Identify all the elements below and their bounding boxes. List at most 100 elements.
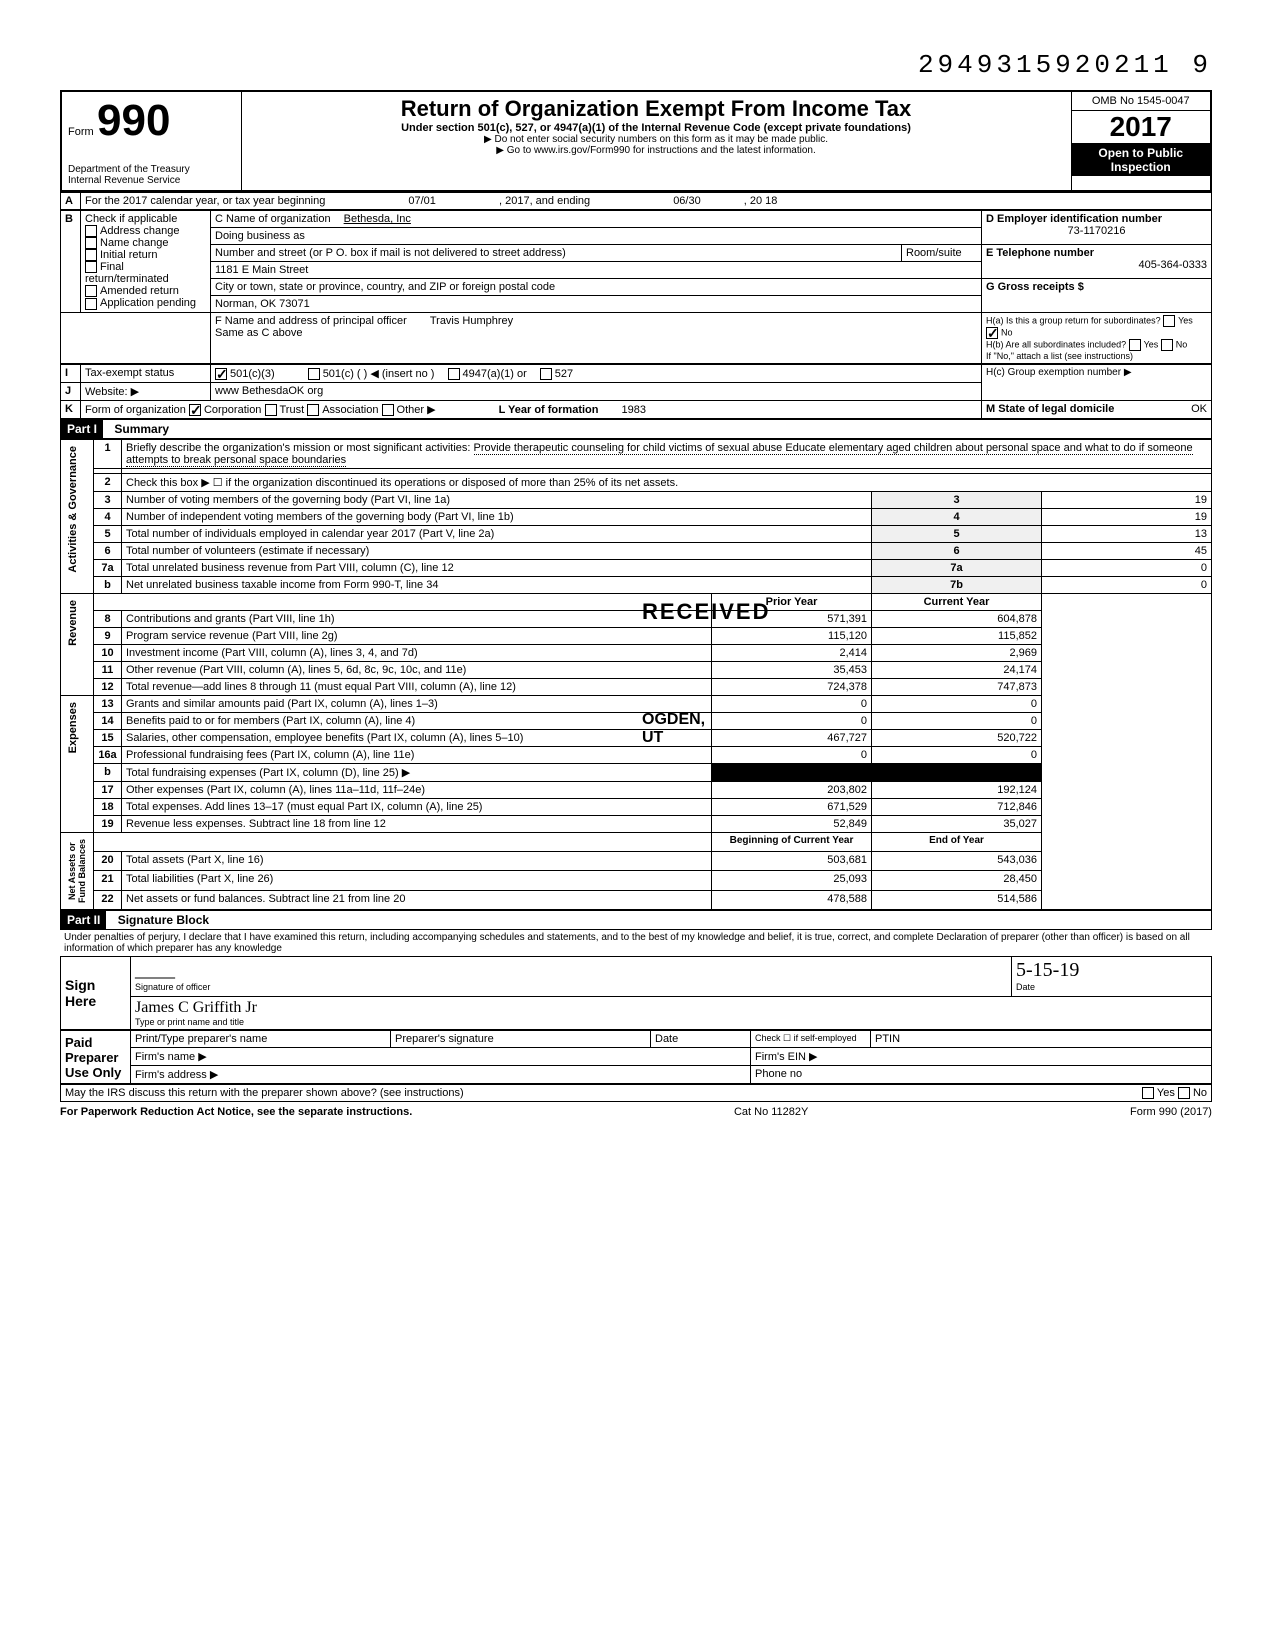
addr-change-checkbox[interactable] xyxy=(85,225,97,237)
line13-current: 0 xyxy=(872,696,1042,713)
discuss-row: May the IRS discuss this return with the… xyxy=(60,1084,1212,1102)
line15-prior: 467,727 xyxy=(712,730,872,747)
line4-label: Number of independent voting members of … xyxy=(122,509,872,526)
state-value: OK xyxy=(1191,403,1207,415)
end-year-header: End of Year xyxy=(872,833,1042,851)
ha-yes[interactable] xyxy=(1163,315,1175,327)
line6-val: 45 xyxy=(1042,543,1212,560)
line5-label: Total number of individuals employed in … xyxy=(122,526,872,543)
line15-current: 520,722 xyxy=(872,730,1042,747)
ha-label: H(a) Is this a group return for subordin… xyxy=(986,315,1161,325)
501c-checkbox[interactable] xyxy=(308,368,320,380)
signature-table: Sign Here ____ Signature of officer 5-15… xyxy=(60,956,1212,1030)
current-year-header: Current Year xyxy=(872,594,1042,611)
line18-label: Total expenses. Add lines 13–17 (must eq… xyxy=(122,799,712,816)
open-public-inspection: Open to Public Inspection xyxy=(1072,144,1211,176)
street-label: Number and street (or P O. box if mail i… xyxy=(215,247,566,259)
line7b-ref: 7b xyxy=(872,577,1042,594)
corp-label: Corporation xyxy=(204,404,261,416)
line7b-label: Net unrelated business taxable income fr… xyxy=(122,577,872,594)
line3-val: 19 xyxy=(1042,492,1212,509)
line17-label: Other expenses (Part IX, column (A), lin… xyxy=(122,782,712,799)
527-checkbox[interactable] xyxy=(540,368,552,380)
paid-preparer-table: Paid Preparer Use Only Print/Type prepar… xyxy=(60,1030,1212,1084)
initial-return-checkbox[interactable] xyxy=(85,249,97,261)
line13-label: Grants and similar amounts paid (Part IX… xyxy=(122,696,712,713)
hb-no[interactable] xyxy=(1161,339,1173,351)
line10-prior: 2,414 xyxy=(712,645,872,662)
line5-ref: 5 xyxy=(872,526,1042,543)
line16a-label: Professional fundraising fees (Part IX, … xyxy=(122,747,712,764)
other-label: Other ▶ xyxy=(397,404,436,416)
signature-date: 5-15-19 xyxy=(1016,959,1207,982)
4947-checkbox[interactable] xyxy=(448,368,460,380)
line20-begin: 503,681 xyxy=(712,851,872,871)
line22-label: Net assets or fund balances. Subtract li… xyxy=(122,890,712,910)
line3-label: Number of voting members of the governin… xyxy=(122,492,872,509)
line-a-label: For the 2017 calendar year, or tax year … xyxy=(85,195,325,207)
line16b-prior-shaded xyxy=(712,764,872,782)
officer-label: F Name and address of principal officer xyxy=(215,315,407,327)
line10-current: 2,969 xyxy=(872,645,1042,662)
501c-label: 501(c) ( xyxy=(323,368,361,380)
line21-begin: 25,093 xyxy=(712,871,872,891)
footer-row: For Paperwork Reduction Act Notice, see … xyxy=(60,1106,1212,1118)
501c3-checkbox[interactable] xyxy=(215,368,227,380)
hb-yes[interactable] xyxy=(1129,339,1141,351)
assoc-checkbox[interactable] xyxy=(307,404,319,416)
line3-ref: 3 xyxy=(872,492,1042,509)
line11-prior: 35,453 xyxy=(712,662,872,679)
line19-current: 35,027 xyxy=(872,816,1042,833)
line16a-prior: 0 xyxy=(712,747,872,764)
street-value: 1181 E Main Street xyxy=(215,264,308,276)
form-ref: Form 990 (2017) xyxy=(1130,1106,1212,1118)
form-note1: ▶ Do not enter social security numbers o… xyxy=(248,134,1065,145)
part1-header: Part I xyxy=(61,420,103,438)
ijk-table: I Tax-exempt status 501(c)(3) 501(c) ( )… xyxy=(60,364,1212,419)
city-label: City or town, state or province, country… xyxy=(215,281,555,293)
line15-label: Salaries, other compensation, employee b… xyxy=(122,730,712,747)
corp-checkbox[interactable] xyxy=(189,404,201,416)
tax-exempt-label: Tax-exempt status xyxy=(81,365,211,383)
line8-prior: 571,391 xyxy=(712,611,872,628)
name-change-checkbox[interactable] xyxy=(85,237,97,249)
line1-label: Briefly describe the organization's miss… xyxy=(126,442,470,454)
line19-prior: 52,849 xyxy=(712,816,872,833)
form-header-table: Form 990 Department of the Treasury Inte… xyxy=(60,90,1212,192)
final-return-checkbox[interactable] xyxy=(85,261,97,273)
app-pending-checkbox[interactable] xyxy=(85,298,97,310)
other-checkbox[interactable] xyxy=(382,404,394,416)
ptin-label: PTIN xyxy=(871,1031,1212,1048)
part2-header: Part II xyxy=(61,911,106,929)
vert-expenses: Expenses xyxy=(65,698,81,757)
line18-current: 712,846 xyxy=(872,799,1042,816)
discuss-no-checkbox[interactable] xyxy=(1178,1087,1190,1099)
printed-name: James C Griffith Jr xyxy=(135,999,1207,1017)
check-self-employed: Check ☐ if self-employed xyxy=(751,1031,871,1048)
top-document-number: 2949315920211 9 xyxy=(60,50,1212,80)
phone-no-label: Phone no xyxy=(751,1066,1212,1084)
amended-checkbox[interactable] xyxy=(85,285,97,297)
firm-ein-label: Firm's EIN ▶ xyxy=(751,1048,1212,1066)
dba-label: Doing business as xyxy=(215,230,305,242)
line16a-current: 0 xyxy=(872,747,1042,764)
ha-no[interactable] xyxy=(986,327,998,339)
part1-title: Summary xyxy=(106,422,169,436)
sig-of-officer-label: Signature of officer xyxy=(135,982,1007,992)
yof-value: 1983 xyxy=(622,404,646,416)
line12-prior: 724,378 xyxy=(712,679,872,696)
website-label: Website: ▶ xyxy=(81,383,211,401)
4947-label: 4947(a)(1) or xyxy=(463,368,527,380)
line19-label: Revenue less expenses. Subtract line 18 … xyxy=(122,816,712,833)
discuss-yes-checkbox[interactable] xyxy=(1142,1087,1154,1099)
line7b-val: 0 xyxy=(1042,577,1212,594)
line12-current: 747,873 xyxy=(872,679,1042,696)
name-change-label: Name change xyxy=(100,237,169,249)
line20-end: 543,036 xyxy=(872,851,1042,871)
perjury-declaration: Under penalties of perjury, I declare th… xyxy=(60,930,1212,956)
amended-label: Amended return xyxy=(100,285,179,297)
form-note2: ▶ Go to www.irs.gov/Form990 for instruct… xyxy=(248,145,1065,156)
city-value: Norman, OK 73071 xyxy=(215,298,310,310)
trust-checkbox[interactable] xyxy=(265,404,277,416)
assoc-label: Association xyxy=(322,404,378,416)
